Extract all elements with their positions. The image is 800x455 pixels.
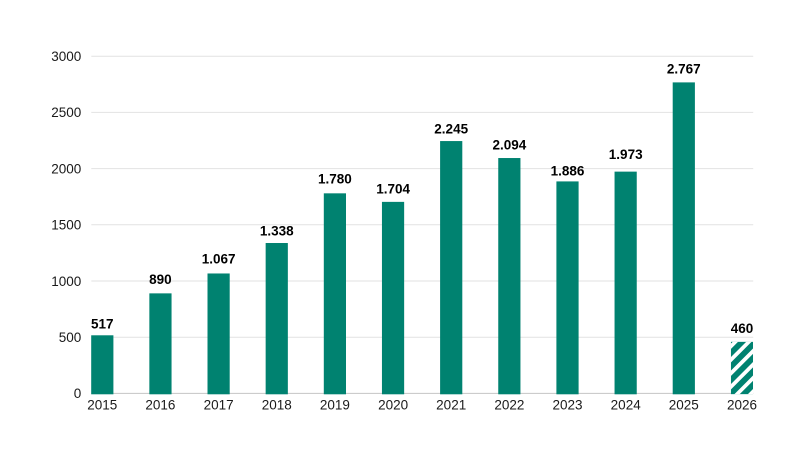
- svg-text:1.704: 1.704: [376, 181, 410, 196]
- svg-text:1.338: 1.338: [260, 224, 294, 239]
- svg-text:2016: 2016: [145, 398, 175, 413]
- svg-text:2500: 2500: [51, 105, 81, 120]
- svg-text:1.780: 1.780: [318, 172, 352, 187]
- svg-text:517: 517: [91, 317, 114, 332]
- svg-text:2021: 2021: [436, 398, 466, 413]
- svg-text:2022: 2022: [494, 398, 524, 413]
- svg-text:460: 460: [731, 321, 754, 336]
- svg-text:2000: 2000: [51, 161, 81, 176]
- svg-text:2026: 2026: [727, 398, 757, 413]
- svg-text:2015: 2015: [87, 398, 117, 413]
- svg-text:890: 890: [149, 272, 172, 287]
- svg-text:2023: 2023: [552, 398, 582, 413]
- svg-text:500: 500: [59, 330, 82, 345]
- svg-text:2019: 2019: [320, 398, 350, 413]
- svg-text:2.245: 2.245: [434, 121, 468, 136]
- svg-text:2.767: 2.767: [667, 62, 701, 77]
- svg-text:0: 0: [74, 386, 82, 401]
- svg-text:2018: 2018: [262, 398, 292, 413]
- svg-text:2020: 2020: [378, 398, 408, 413]
- svg-text:2025: 2025: [669, 398, 699, 413]
- svg-text:1500: 1500: [51, 218, 81, 233]
- svg-text:3000: 3000: [51, 49, 81, 64]
- svg-text:1.067: 1.067: [202, 251, 236, 266]
- svg-text:1000: 1000: [51, 274, 81, 289]
- svg-text:2017: 2017: [204, 398, 234, 413]
- svg-text:2024: 2024: [611, 398, 642, 413]
- svg-text:1.973: 1.973: [609, 147, 643, 162]
- svg-text:2.094: 2.094: [493, 138, 527, 153]
- svg-text:1.886: 1.886: [551, 164, 585, 179]
